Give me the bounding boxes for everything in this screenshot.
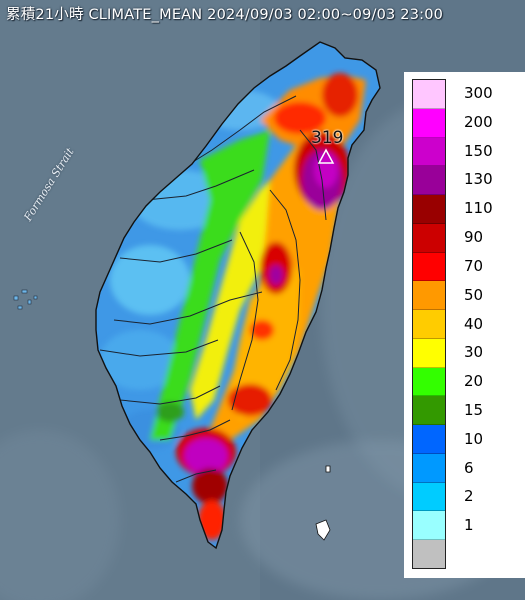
max-station-marker xyxy=(317,148,335,164)
legend-swatch xyxy=(413,80,445,109)
county-boundaries xyxy=(99,95,327,483)
legend-swatch xyxy=(413,310,445,339)
legend-swatch xyxy=(413,540,445,569)
legend-label: 50 xyxy=(464,285,484,304)
legend-label: 20 xyxy=(464,372,484,391)
legend-label: 150 xyxy=(464,141,493,160)
legend-swatch xyxy=(413,252,445,282)
legend-swatch xyxy=(413,223,445,253)
legend-label: 1 xyxy=(464,516,474,535)
legend-swatch xyxy=(413,166,445,196)
legend-swatch xyxy=(413,338,445,368)
legend-swatch xyxy=(413,396,445,426)
legend-label: 2 xyxy=(464,487,474,506)
legend-labels: 300 200 150 130 110 90 70 50 40 30 20 15 10 6 2 1 xyxy=(464,79,524,569)
max-station-value: 319 xyxy=(311,128,344,148)
legend-swatch xyxy=(413,195,445,224)
legend-label: 15 xyxy=(464,400,484,419)
map-title: 累積21小時 CLIMATE_MEAN 2024/09/03 02:00~09/… xyxy=(6,7,444,23)
legend-label: 130 xyxy=(464,170,493,189)
offshore-islands xyxy=(315,465,331,541)
legend-label: 70 xyxy=(464,256,484,275)
legend-swatch xyxy=(413,108,445,138)
legend-label: 90 xyxy=(464,228,484,247)
penghu-islands xyxy=(13,289,38,310)
rainfall-legend xyxy=(412,79,446,569)
taiwan-coastline xyxy=(95,41,381,550)
legend-swatch xyxy=(413,482,445,512)
legend-swatch xyxy=(413,453,445,483)
legend-swatch xyxy=(413,367,445,397)
legend-swatch xyxy=(413,137,445,167)
legend-swatch xyxy=(413,511,445,541)
legend-swatch xyxy=(413,281,445,311)
legend-label: 40 xyxy=(464,314,484,333)
legend-label: 110 xyxy=(464,199,493,218)
legend-label: 10 xyxy=(464,429,484,448)
legend-label: 30 xyxy=(464,343,484,362)
legend-label: 200 xyxy=(464,112,493,131)
legend-label: 6 xyxy=(464,458,474,477)
legend-swatch xyxy=(413,425,445,454)
legend-label: 300 xyxy=(464,83,493,102)
